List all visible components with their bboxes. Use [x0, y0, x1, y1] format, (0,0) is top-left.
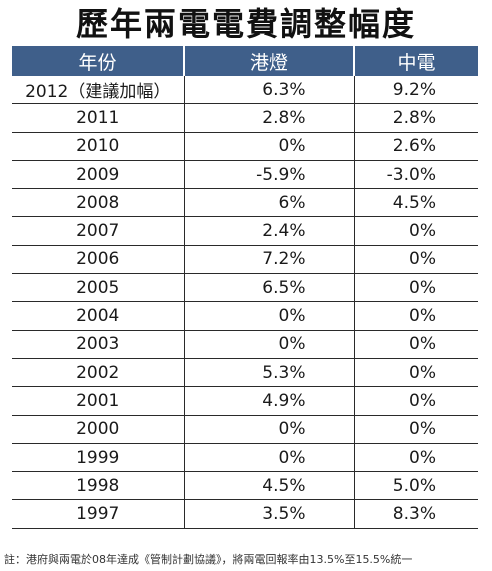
cell-hk-electric: 6% [183, 188, 354, 218]
table-header-row: 年份 港燈 中電 [12, 46, 478, 76]
cell-year: 1999 [12, 443, 184, 473]
cell-clp: 0% [353, 330, 478, 359]
cell-year: 1997 [12, 499, 184, 529]
cell-year: 1998 [12, 471, 184, 501]
cell-hk-electric: -5.9% [183, 160, 354, 190]
cell-clp: 4.5% [353, 188, 478, 218]
tariff-table-container: 年份 港燈 中電 2012（建議加幅） 6.3% 9.2% 2011 2.8% 2.8% 2… [12, 46, 478, 529]
header-hk-electric: 港燈 [183, 46, 354, 76]
cell-year: 2008 [12, 188, 184, 218]
table-row: 2009 -5.9% -3.0% [12, 160, 478, 190]
cell-clp: 5.0% [353, 471, 478, 501]
cell-year: 2003 [12, 330, 184, 359]
table-row: 2007 2.4% 0% [12, 216, 478, 246]
cell-hk-electric: 4.9% [183, 386, 354, 416]
cell-year: 2010 [12, 132, 184, 161]
table-row: 2012（建議加幅） 6.3% 9.2% [12, 76, 478, 105]
cell-year: 2001 [12, 386, 184, 416]
table-row: 2001 4.9% 0% [12, 386, 478, 416]
cell-year: 2007 [12, 216, 184, 246]
table-row: 1998 4.5% 5.0% [12, 471, 478, 501]
table-header: 年份 港燈 中電 [12, 46, 478, 76]
cell-year: 2011 [12, 103, 184, 133]
cell-clp: 9.2% [353, 76, 478, 105]
table-row: 2006 7.2% 0% [12, 245, 478, 275]
table-row: 2004 0% 0% [12, 301, 478, 331]
cell-year: 2004 [12, 301, 184, 331]
cell-hk-electric: 0% [183, 415, 354, 444]
cell-hk-electric: 6.3% [183, 76, 354, 105]
cell-year: 2005 [12, 273, 184, 303]
footnote: 註：港府與兩電於08年達成《管制計劃協議》，將兩電回報率由13.5%至15.5%… [4, 553, 413, 566]
cell-hk-electric: 2.8% [183, 103, 354, 133]
page-title: 歷年兩電電費調整幅度 [75, 5, 416, 43]
header-year: 年份 [12, 46, 184, 76]
cell-year: 2002 [12, 358, 184, 388]
cell-clp: 0% [353, 245, 478, 275]
cell-hk-electric: 0% [183, 443, 354, 473]
cell-clp: 0% [353, 386, 478, 416]
cell-clp: 0% [353, 273, 478, 303]
tariff-adjustment-table: 年份 港燈 中電 2012（建議加幅） 6.3% 9.2% 2011 2.8% 2.8% 2… [12, 46, 478, 529]
cell-year: 2012（建議加幅） [12, 76, 184, 105]
cell-hk-electric: 0% [183, 132, 354, 161]
table-row: 2011 2.8% 2.8% [12, 103, 478, 133]
cell-year: 2000 [12, 415, 184, 444]
cell-clp: 8.3% [353, 499, 478, 529]
cell-year: 2009 [12, 160, 184, 190]
cell-clp: 0% [353, 415, 478, 444]
cell-hk-electric: 6.5% [183, 273, 354, 303]
cell-hk-electric: 4.5% [183, 471, 354, 501]
table-row: 2000 0% 0% [12, 415, 478, 444]
table-row: 2005 6.5% 0% [12, 273, 478, 303]
cell-hk-electric: 2.4% [183, 216, 354, 246]
table-row: 2010 0% 2.6% [12, 132, 478, 161]
cell-clp: 0% [353, 301, 478, 331]
cell-hk-electric: 0% [183, 330, 354, 359]
cell-hk-electric: 0% [183, 301, 354, 331]
table-row: 2003 0% 0% [12, 330, 478, 359]
cell-clp: 0% [353, 358, 478, 388]
table-row: 1997 3.5% 8.3% [12, 499, 478, 529]
table-row: 2002 5.3% 0% [12, 358, 478, 388]
cell-clp: -3.0% [353, 160, 478, 190]
cell-clp: 0% [353, 443, 478, 473]
table-body: 2012（建議加幅） 6.3% 9.2% 2011 2.8% 2.8% 2010 0% 2.6%… [12, 76, 478, 529]
cell-clp: 2.8% [353, 103, 478, 133]
cell-year: 2006 [12, 245, 184, 275]
table-row: 1999 0% 0% [12, 443, 478, 473]
table-row: 2008 6% 4.5% [12, 188, 478, 218]
cell-hk-electric: 3.5% [183, 499, 354, 529]
cell-hk-electric: 7.2% [183, 245, 354, 275]
cell-clp: 2.6% [353, 132, 478, 161]
cell-hk-electric: 5.3% [183, 358, 354, 388]
header-clp: 中電 [353, 46, 478, 76]
cell-clp: 0% [353, 216, 478, 246]
